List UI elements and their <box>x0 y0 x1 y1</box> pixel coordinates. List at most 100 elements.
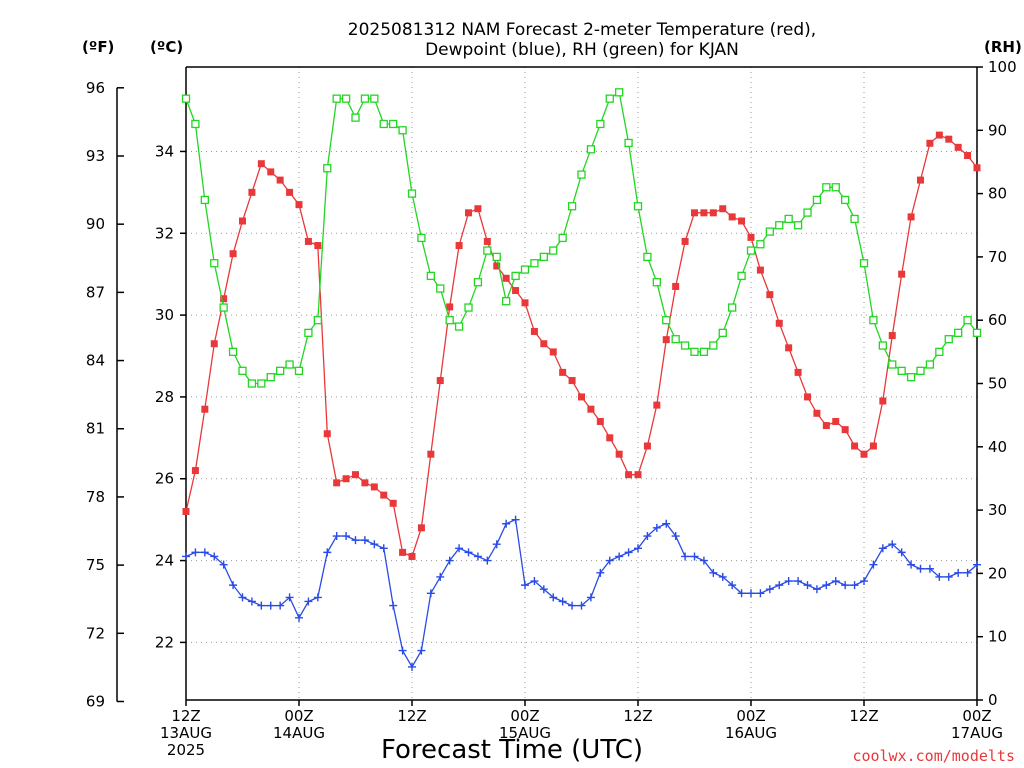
rh-point <box>831 183 840 192</box>
temperature-point <box>361 479 369 487</box>
dewpoint-point <box>643 532 652 541</box>
temperature-point <box>455 242 463 250</box>
celsius-tick-label: 34 <box>155 142 174 160</box>
temperature-point <box>747 233 755 241</box>
dewpoint-point <box>247 597 256 606</box>
temperature-point <box>869 442 877 450</box>
rh-point <box>737 271 746 281</box>
temperature-point <box>474 205 482 213</box>
series-dewpoint <box>182 515 981 671</box>
rh-tick-label: 100 <box>988 58 1017 76</box>
dewpoint-point <box>954 568 963 577</box>
temperature-point <box>549 348 557 356</box>
series-temperature <box>182 131 981 560</box>
temperature-point <box>606 434 614 442</box>
temperature-point <box>766 291 774 299</box>
dewpoint-point <box>709 568 718 577</box>
dewpoint-point <box>812 585 821 594</box>
temperature-point <box>399 548 407 556</box>
fahrenheit-tick-label: 90 <box>86 215 105 233</box>
temperature-point <box>709 209 717 217</box>
dewpoint-point <box>718 572 727 581</box>
celsius-unit-label: (ºC) <box>150 38 183 56</box>
rh-point <box>266 373 275 382</box>
rh-point <box>257 379 266 388</box>
temperature-point <box>785 344 793 352</box>
dewpoint-point <box>907 560 916 569</box>
dewpoint-point <box>436 572 445 581</box>
rh-point <box>916 366 925 375</box>
rh-point <box>539 252 548 262</box>
rh-point <box>906 373 916 382</box>
rh-point <box>822 183 831 192</box>
rh-point <box>492 252 501 262</box>
time-tick-label: 00Z <box>284 707 313 725</box>
temperature-point <box>794 368 802 376</box>
time-tick-label: 12Z <box>171 707 200 725</box>
rh-point <box>605 94 614 103</box>
rh-point <box>304 328 313 338</box>
rh-point <box>850 214 859 224</box>
temperature-point <box>681 237 689 245</box>
temperature-point <box>973 164 981 172</box>
rh-tick-label: 10 <box>988 628 1007 646</box>
dewpoint-point <box>756 589 765 598</box>
rh-point <box>238 366 247 375</box>
credit-text: coolwx.com/modelts <box>852 747 1015 765</box>
dewpoint-point <box>389 601 398 610</box>
rh-point <box>332 94 341 103</box>
temperature-point <box>775 319 783 327</box>
rh-point <box>944 335 953 344</box>
rh-point <box>351 113 360 122</box>
time-tick-label: 17AUG <box>951 724 1003 742</box>
rh-point <box>426 271 435 281</box>
temperature-point <box>389 499 397 507</box>
temperature-point <box>352 471 359 479</box>
rh-point <box>191 119 200 129</box>
temperature-point <box>257 160 265 168</box>
dewpoint-point <box>794 577 803 586</box>
dewpoint-point <box>841 581 850 590</box>
temperature-point <box>191 467 199 475</box>
temperature-point <box>719 205 727 213</box>
dewpoint-point <box>662 519 671 528</box>
dewpoint-point <box>699 556 708 565</box>
dewpoint-point <box>257 601 266 610</box>
rh-unit-label: (RH) <box>984 38 1022 56</box>
dewpoint-point <box>916 564 925 573</box>
chart-title-line1: 2025081312 NAM Forecast 2-meter Temperat… <box>348 20 816 40</box>
rh-tick-label: 50 <box>988 375 1007 393</box>
temperature-point <box>267 168 275 176</box>
temperature-point <box>502 274 510 282</box>
rh-point <box>577 170 586 179</box>
rh-point <box>247 379 257 388</box>
series-rh <box>181 88 982 388</box>
fahrenheit-tick-label: 81 <box>86 420 105 438</box>
axes <box>116 66 978 702</box>
rh-point <box>803 208 812 217</box>
rh-point <box>662 316 671 325</box>
dewpoint-point <box>860 577 868 586</box>
rh-tick-label: 60 <box>988 311 1007 329</box>
dewpoint-point <box>577 601 586 610</box>
fahrenheit-tick-label: 78 <box>86 488 105 506</box>
rh-line <box>185 91 978 385</box>
rh-point <box>549 246 558 255</box>
rh-point <box>294 366 304 375</box>
temperature-point <box>917 176 924 184</box>
rh-point <box>784 214 793 224</box>
temperature-point <box>898 270 906 278</box>
dewpoint-point <box>398 646 407 655</box>
fahrenheit-tick-label: 87 <box>86 283 105 301</box>
dewpoint-point <box>690 552 699 561</box>
temperature-point <box>700 209 708 217</box>
temperature-point <box>851 442 859 450</box>
rh-point <box>407 189 417 198</box>
fahrenheit-unit-label: (ºF) <box>82 38 114 56</box>
dewpoint-point <box>568 601 577 610</box>
dewpoint-point <box>342 532 351 541</box>
fahrenheit-tick-label: 69 <box>86 692 105 710</box>
temperature-point <box>483 237 491 245</box>
time-tick-label: 00Z <box>962 707 991 725</box>
